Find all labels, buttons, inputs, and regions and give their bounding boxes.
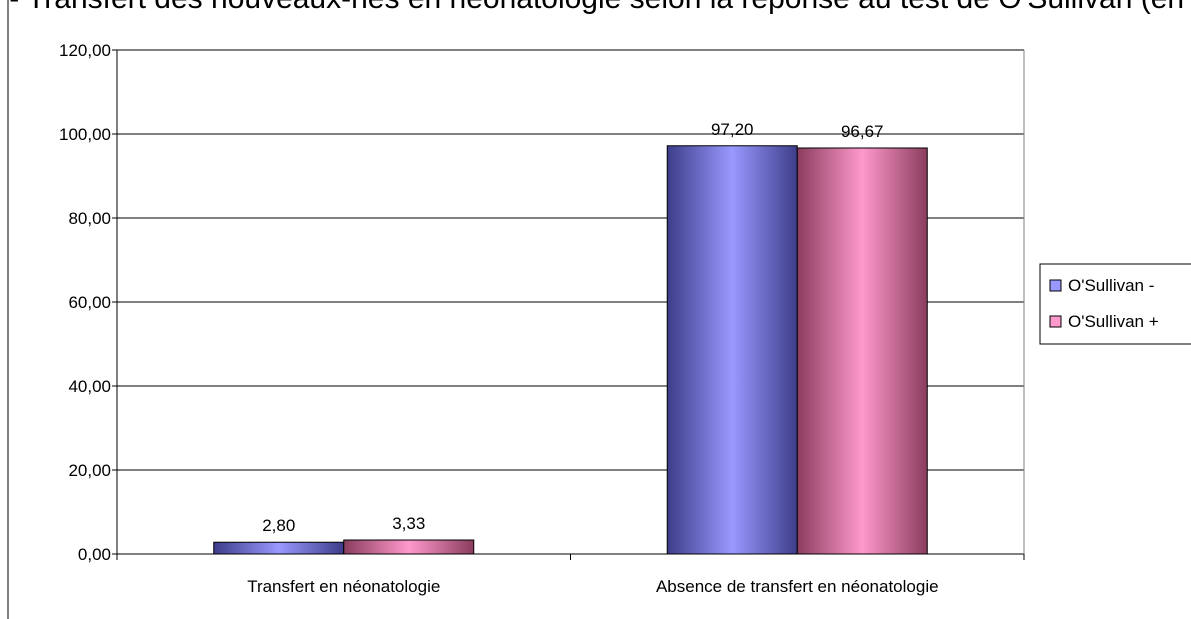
x-tick-label: Transfert en néonatologie	[247, 577, 440, 596]
y-tick-label: 120,00	[59, 41, 111, 60]
x-tick-label: Absence de transfert en néonatologie	[656, 577, 939, 596]
legend-label-series-0: O'Sullivan -	[1068, 276, 1154, 295]
data-label-series-1-cat-0: 3,33	[392, 514, 425, 533]
y-tick-label: 100,00	[59, 125, 111, 144]
chart-title: … - Transfert des nouveaux-nés en néonat…	[0, 0, 1191, 15]
data-labels: 2,80 3,33 97,20 96,67	[262, 120, 883, 535]
legend-box	[1039, 263, 1191, 345]
bars	[213, 145, 928, 555]
y-tick-label: 40,00	[68, 377, 111, 396]
y-axis-ticks: 0,00 20,00 40,00 60,00 80,00 100,00 120,00	[59, 41, 117, 564]
bar-series-0-cat-0	[213, 541, 345, 555]
bar-series-1-cat-0	[343, 539, 475, 555]
y-tick-label: 80,00	[68, 209, 111, 228]
y-tick-label: 0,00	[78, 545, 111, 564]
bar-series-0-cat-1	[666, 145, 798, 555]
bar-series-1-cat-1	[796, 147, 928, 555]
y-tick-label: 20,00	[68, 461, 111, 480]
data-label-series-0-cat-1: 97,20	[711, 120, 754, 139]
data-label-series-1-cat-1: 96,67	[841, 122, 884, 141]
legend-swatch-series-0	[1049, 279, 1062, 292]
legend-item-series-1: O'Sullivan +	[1049, 312, 1159, 331]
legend-swatch-series-1	[1049, 315, 1062, 328]
legend-label-series-1: O'Sullivan +	[1068, 312, 1159, 331]
data-label-series-0-cat-0: 2,80	[262, 516, 295, 535]
x-axis-ticks: Transfert en néonatologie Absence de tran…	[116, 554, 1025, 596]
legend: O'Sullivan - O'Sullivan +	[1039, 263, 1191, 345]
y-tick-label: 60,00	[68, 293, 111, 312]
gridlines	[117, 49, 1024, 471]
legend-item-series-0: O'Sullivan -	[1049, 276, 1154, 295]
